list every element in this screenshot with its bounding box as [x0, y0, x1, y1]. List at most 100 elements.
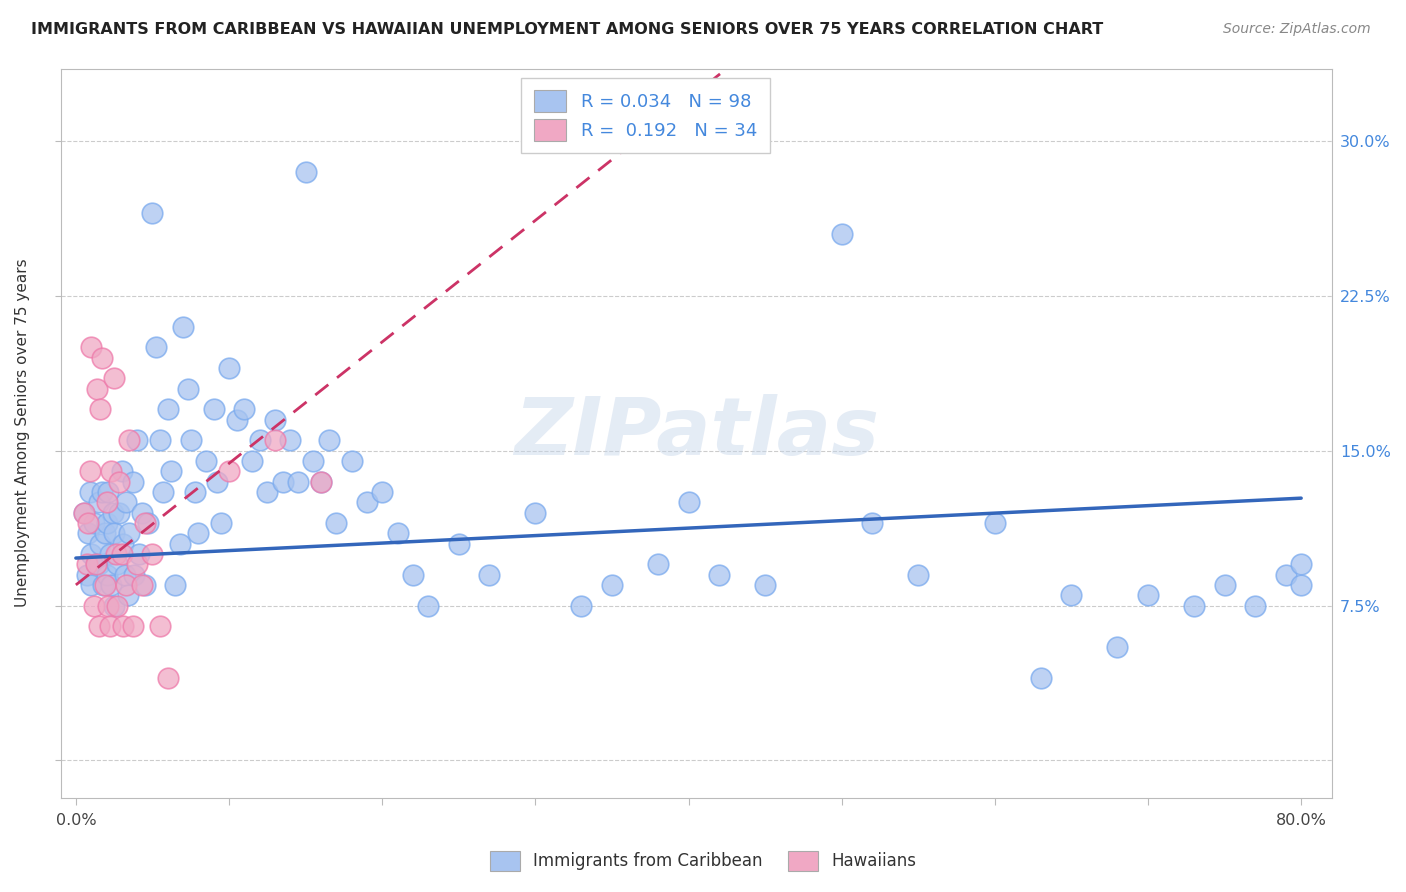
Point — [131, 578, 153, 592]
Point — [1060, 588, 1083, 602]
Point — [105, 558, 128, 572]
Point — [121, 619, 143, 633]
Point — [1107, 640, 1129, 654]
Point — [97, 485, 120, 500]
Point — [127, 434, 149, 448]
Point — [83, 599, 105, 613]
Point — [100, 578, 122, 592]
Point — [218, 361, 240, 376]
Legend: R = 0.034   N = 98, R =  0.192   N = 34: R = 0.034 N = 98, R = 0.192 N = 34 — [522, 78, 769, 153]
Point — [84, 558, 107, 572]
Point — [165, 578, 187, 592]
Point — [87, 495, 110, 509]
Point — [115, 495, 138, 509]
Point — [118, 526, 141, 541]
Point — [302, 454, 325, 468]
Point — [84, 558, 107, 572]
Point — [860, 516, 883, 530]
Point — [79, 464, 101, 478]
Point — [96, 495, 118, 509]
Point — [160, 464, 183, 478]
Point — [118, 434, 141, 448]
Point — [647, 558, 669, 572]
Point — [97, 599, 120, 613]
Point — [98, 619, 121, 633]
Point — [80, 547, 103, 561]
Point — [86, 382, 108, 396]
Point — [128, 547, 150, 561]
Point — [172, 319, 194, 334]
Point — [754, 578, 776, 592]
Point — [80, 340, 103, 354]
Point — [96, 516, 118, 530]
Point — [115, 578, 138, 592]
Point — [271, 475, 294, 489]
Point — [77, 516, 100, 530]
Point — [202, 402, 225, 417]
Point — [225, 412, 247, 426]
Point — [264, 434, 287, 448]
Point — [79, 485, 101, 500]
Point — [131, 506, 153, 520]
Point — [111, 464, 134, 478]
Point — [387, 526, 409, 541]
Point — [145, 340, 167, 354]
Point — [90, 485, 112, 500]
Point — [111, 547, 134, 561]
Point — [149, 619, 172, 633]
Point — [1289, 558, 1312, 572]
Point — [249, 434, 271, 448]
Point — [478, 567, 501, 582]
Point — [103, 526, 125, 541]
Point — [141, 547, 163, 561]
Point — [72, 506, 94, 520]
Point — [72, 506, 94, 520]
Point — [156, 671, 179, 685]
Point — [98, 547, 121, 561]
Point — [707, 567, 730, 582]
Point — [209, 516, 232, 530]
Point — [149, 434, 172, 448]
Point — [94, 526, 117, 541]
Point — [218, 464, 240, 478]
Point — [103, 371, 125, 385]
Point — [112, 536, 135, 550]
Point — [187, 526, 209, 541]
Point — [1275, 567, 1298, 582]
Point — [264, 412, 287, 426]
Point — [447, 536, 470, 550]
Point — [1289, 578, 1312, 592]
Point — [402, 567, 425, 582]
Point — [89, 402, 111, 417]
Y-axis label: Unemployment Among Seniors over 75 years: Unemployment Among Seniors over 75 years — [15, 259, 30, 607]
Point — [1182, 599, 1205, 613]
Text: IMMIGRANTS FROM CARIBBEAN VS HAWAIIAN UNEMPLOYMENT AMONG SENIORS OVER 75 YEARS C: IMMIGRANTS FROM CARIBBEAN VS HAWAIIAN UN… — [31, 22, 1104, 37]
Point — [325, 516, 347, 530]
Point — [76, 567, 98, 582]
Point — [87, 619, 110, 633]
Point — [90, 351, 112, 365]
Point — [318, 434, 340, 448]
Point — [1029, 671, 1052, 685]
Point — [309, 475, 332, 489]
Point — [340, 454, 363, 468]
Point — [93, 578, 115, 592]
Legend: Immigrants from Caribbean, Hawaiians: Immigrants from Caribbean, Hawaiians — [482, 842, 924, 880]
Point — [127, 558, 149, 572]
Point — [176, 382, 198, 396]
Point — [100, 464, 122, 478]
Point — [256, 485, 278, 500]
Point — [107, 506, 129, 520]
Point — [101, 506, 124, 520]
Point — [77, 526, 100, 541]
Point — [156, 402, 179, 417]
Point — [169, 536, 191, 550]
Text: Source: ZipAtlas.com: Source: ZipAtlas.com — [1223, 22, 1371, 37]
Point — [984, 516, 1007, 530]
Point — [114, 567, 136, 582]
Point — [136, 516, 159, 530]
Point — [287, 475, 309, 489]
Point — [1213, 578, 1236, 592]
Point — [278, 434, 301, 448]
Point — [134, 578, 156, 592]
